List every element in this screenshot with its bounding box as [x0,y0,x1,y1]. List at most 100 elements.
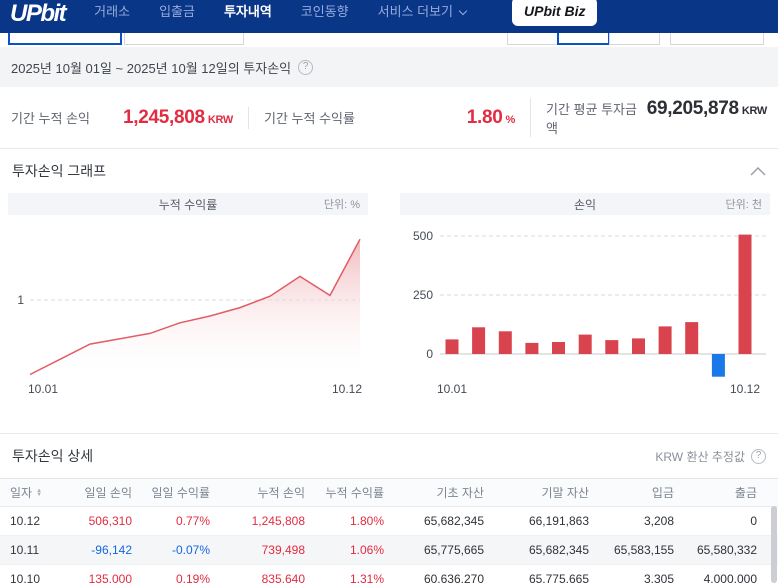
nav-item-거래소[interactable]: 거래소 [94,4,131,19]
cell-deposit: 3,305 [643,572,674,583]
table-header-row: 일자 ▲ ▼ 일일 손익 일일 수익률 누적 손익 누적 수익률 기초 자산 기말 자산 입금 출금 [0,479,778,507]
cell-withdrawal: 0 [750,514,757,528]
svg-text:10.01: 10.01 [28,382,58,396]
cell-withdrawal: 65,580,332 [696,543,757,557]
column-header-일자[interactable]: 일자 ▲ ▼ [10,486,43,500]
cell-daily-pl: 135,000 [88,572,132,583]
column-header-입금: 입금 [651,486,674,500]
table-row: 10.10 135,000 0.19% 835,640 1.31% 60,636,270 6… [0,565,778,583]
chevron-down-icon [458,6,468,16]
svg-text:1: 1 [17,293,24,307]
cell-daily-rate: 0.77% [175,514,210,528]
date-range-fragment[interactable] [670,33,764,45]
cell-end-asset: 65,682,345 [528,543,589,557]
period-text: 2025년 10월 01일 ~ 2025년 10월 12일의 투자손익 [11,60,292,76]
svg-text:250: 250 [413,288,433,302]
stat-value: 1,245,808 KRW [123,106,233,128]
cell-cum-rate: 1.31% [349,572,384,583]
segment-fragment[interactable] [609,33,660,45]
cell-base-asset: 65,775,665 [423,543,484,557]
summary-stats: 기간 누적 손익 1,245,808 KRW 기간 누적 수익률 1.80% 기간 평균 … [0,87,778,148]
detail-section-title: 투자손익 상세 [12,448,94,464]
stat-block: 기간 누적 손익 1,245,808 KRW [11,107,248,129]
tab-fragment[interactable] [124,33,244,45]
collapse-button[interactable] [750,166,766,176]
upbit-biz-badge[interactable]: UPbit Biz [512,0,598,26]
cell-cum-pl: 835,640 [261,572,305,583]
stat-unit: KRW [207,113,233,126]
krw-note-text: KRW 환산 추정값 [655,449,745,464]
column-header-일일 손익: 일일 손익 [84,486,133,500]
cumulative-return-chart: 누적 수익률 단위: % 1 10.01 10.12 [8,193,368,405]
nav-item-투자내역[interactable]: 투자내역 [223,4,272,19]
charts-row: 누적 수익률 단위: % 1 10.01 10.12 손익 단위: 천 0 250 50… [0,193,778,405]
cell-deposit: 65,583,155 [613,543,674,557]
stat-unit: % [505,113,516,126]
chevron-up-icon [750,166,766,176]
svg-text:500: 500 [413,229,433,243]
chart-header: 누적 수익률 단위: % [8,193,368,215]
stat-unit: KRW [741,105,767,117]
cell-withdrawal: 4,000,000 [703,572,757,583]
scrollbar-thumb[interactable] [771,506,777,583]
column-header-일일 수익률: 일일 수익률 [151,486,210,500]
sort-icon[interactable]: ▲ ▼ [36,487,43,498]
segment-fragment[interactable] [507,33,558,45]
column-header-출금: 출금 [734,486,757,500]
cell-end-asset: 65,775,665 [528,572,589,583]
sort-down-arrow: ▼ [36,491,43,498]
cell-date: 10.11 [10,543,40,557]
cell-base-asset: 60,636,270 [423,572,484,583]
table-body: 10.12 506,310 0.77% 1,245,808 1.80% 65,682,34… [0,507,778,583]
stat-block: 기간 누적 수익률 1.80% [248,106,530,129]
chart-title: 누적 수익률 [158,197,218,212]
question-mark-icon[interactable]: ? [298,59,314,75]
stat-label: 기간 누적 수익률 [264,110,355,126]
stat-label: 기간 누적 손익 [11,110,90,126]
svg-text:10.01: 10.01 [437,382,467,396]
stat-label: 기간 평균 투자금액 [546,102,637,136]
bar-chart-canvas: 0 250 500 10.01 10.12 [413,229,766,396]
sort-up-arrow: ▲ [36,487,43,494]
table-row: 10.11 -96,142 -0.07% 739,498 1.06% 65,775,665… [0,536,778,565]
nav-menu: 거래소 입출금 투자내역 코인동향 서비스 더보기 [65,1,468,20]
nav-item-서비스 더보기[interactable]: 서비스 더보기 [378,1,468,20]
upbit-logo[interactable]: UPbit [10,0,67,27]
cell-end-asset: 66,191,863 [528,514,589,528]
cell-daily-rate: 0.19% [175,572,210,583]
column-header-기초 자산: 기초 자산 [436,486,485,500]
nav-item-코인동향[interactable]: 코인동향 [300,4,349,19]
graph-section-title: 투자손익 그래프 [12,163,107,179]
subnav-fragment-bar [0,33,778,47]
stat-block: 기간 평균 투자금액 69,205,878 KRW [530,98,767,137]
svg-text:10.12: 10.12 [332,382,362,396]
chart-title: 손익 [573,197,597,212]
cell-cum-rate: 1.06% [349,543,384,557]
cell-daily-pl: 506,310 [88,514,132,528]
tab-fragment-active[interactable] [8,33,122,45]
question-mark-icon[interactable]: ? [751,448,766,464]
stat-value: 1.80% [466,106,516,128]
cell-deposit: 3,208 [643,514,674,528]
krw-note: KRW 환산 추정값 ? [655,448,766,465]
cell-date: 10.12 [10,514,41,528]
cell-cum-pl: 739,498 [261,543,305,557]
segment-fragment-active[interactable] [557,33,610,45]
top-nav: UPbit 거래소 입출금 투자내역 코인동향 서비스 더보기 UPbit Biz [0,0,778,33]
column-header-누적 손익: 누적 손익 [257,486,306,500]
nav-item-입출금[interactable]: 입출금 [159,4,195,19]
cell-cum-pl: 1,245,808 [251,514,305,528]
cell-date: 10.10 [10,572,41,583]
svg-text:10.12: 10.12 [730,382,760,396]
profit-loss-chart: 손익 단위: 천 0 250 500 10.01 10.12 [400,193,770,405]
cell-cum-rate: 1.80% [349,514,384,528]
detail-section-header: 투자손익 상세 KRW 환산 추정값 ? [0,433,778,478]
chart-unit-label: 단위: % [323,199,360,211]
table-row: 10.12 506,310 0.77% 1,245,808 1.80% 65,682,34… [0,507,778,536]
cell-daily-pl: -96,142 [91,543,132,557]
chart-unit-label: 단위: 천 [725,199,762,211]
column-header-누적 수익률: 누적 수익률 [325,486,384,500]
column-header-기말 자산: 기말 자산 [541,486,590,500]
cell-daily-rate: -0.07% [171,543,210,557]
